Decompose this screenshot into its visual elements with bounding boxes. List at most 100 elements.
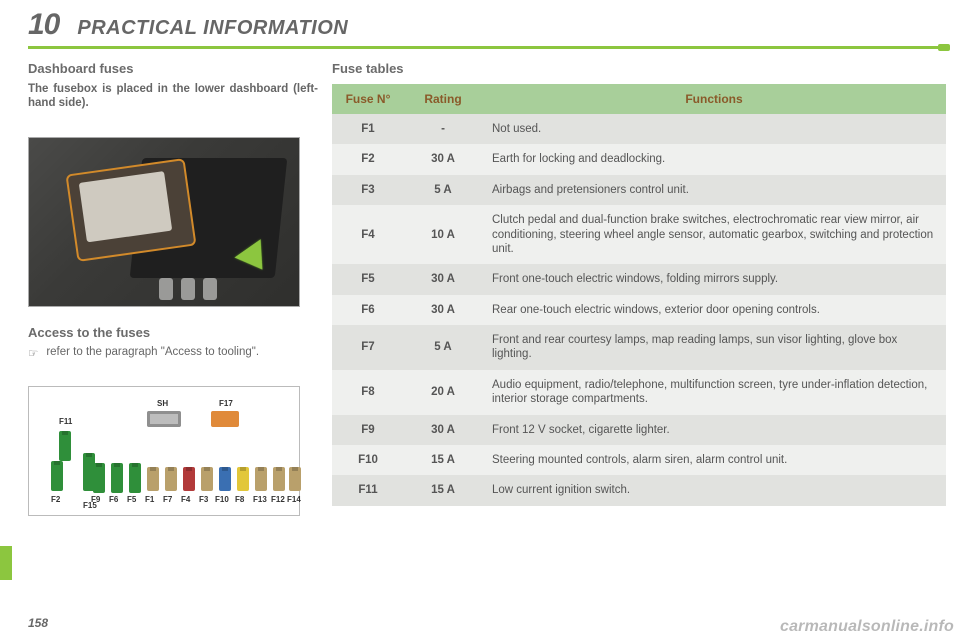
table-row: F530 AFront one-touch electric windows, … xyxy=(332,264,946,294)
diagram-fuse-f10 xyxy=(219,467,231,491)
watermark: carmanualsonline.info xyxy=(780,618,954,636)
diagram-label-f7: F7 xyxy=(163,495,172,504)
diagram-label-f4: F4 xyxy=(181,495,190,504)
diagram-fuse-f3 xyxy=(201,467,213,491)
diagram-fuse-f5 xyxy=(129,463,141,493)
cell-rating: 15 A xyxy=(404,445,482,475)
cell-functions: Front and rear courtesy lamps, map readi… xyxy=(482,325,946,370)
diagram-fuse-f14 xyxy=(289,467,301,491)
access-bullet: ☞ refer to the paragraph "Access to tool… xyxy=(28,346,318,360)
side-tab xyxy=(0,546,12,580)
cell-functions: Rear one-touch electric windows, exterio… xyxy=(482,295,946,325)
table-row: F630 ARear one-touch electric windows, e… xyxy=(332,295,946,325)
cell-rating: 30 A xyxy=(404,415,482,445)
diagram-fuse-f11 xyxy=(59,431,71,461)
page-body: Dashboard fuses The fusebox is placed in… xyxy=(0,49,960,516)
diagram-sh-box xyxy=(147,411,181,427)
diagram-label-f11: F11 xyxy=(59,417,72,426)
table-row: F930 AFront 12 V socket, cigarette light… xyxy=(332,415,946,445)
cell-functions: Low current ignition switch. xyxy=(482,475,946,505)
diagram-label-f5: F5 xyxy=(127,495,136,504)
diagram-label-f9: F9 xyxy=(91,495,100,504)
diagram-label-f3: F3 xyxy=(199,495,208,504)
diagram-fuse-f1 xyxy=(147,467,159,491)
diagram-label-f12: F12 xyxy=(271,495,285,504)
chapter-header: 10 PRACTICAL INFORMATION xyxy=(0,0,960,46)
left-column: Dashboard fuses The fusebox is placed in… xyxy=(28,61,318,516)
table-row: F75 AFront and rear courtesy lamps, map … xyxy=(332,325,946,370)
cell-rating: 5 A xyxy=(404,325,482,370)
fusebox-photo xyxy=(28,137,300,307)
cell-rating: 15 A xyxy=(404,475,482,505)
cell-functions: Front one-touch electric windows, foldin… xyxy=(482,264,946,294)
cell-rating: 30 A xyxy=(404,295,482,325)
cell-rating: 30 A xyxy=(404,264,482,294)
header-rule xyxy=(28,46,950,49)
dashboard-fuses-intro: The fusebox is placed in the lower dashb… xyxy=(28,82,318,111)
cell-fuse-n: F8 xyxy=(332,370,404,415)
cell-rating: 30 A xyxy=(404,144,482,174)
diagram-fuse-f9 xyxy=(93,463,105,493)
cell-fuse-n: F6 xyxy=(332,295,404,325)
cell-functions: Audio equipment, radio/telephone, multif… xyxy=(482,370,946,415)
fuse-tables-title: Fuse tables xyxy=(332,61,946,76)
diagram-label-sh: SH xyxy=(157,399,168,408)
table-row: F1015 ASteering mounted controls, alarm … xyxy=(332,445,946,475)
cell-fuse-n: F10 xyxy=(332,445,404,475)
cell-functions: Not used. xyxy=(482,114,946,144)
col-rating: Rating xyxy=(404,84,482,114)
table-row: F35 AAirbags and pretensioners control u… xyxy=(332,175,946,205)
page: 10 PRACTICAL INFORMATION Dashboard fuses… xyxy=(0,0,960,640)
diagram-fuse-f8 xyxy=(237,467,249,491)
diagram-fuse-f6 xyxy=(111,463,123,493)
fuse-table-header-row: Fuse N° Rating Functions xyxy=(332,84,946,114)
table-row: F410 AClutch pedal and dual-function bra… xyxy=(332,205,946,264)
dashboard-fuses-title: Dashboard fuses xyxy=(28,61,318,76)
table-row: F1-Not used. xyxy=(332,114,946,144)
chapter-number: 10 xyxy=(28,8,59,42)
fuse-diagram: SHF17F11F2F15F9F6F5F1F7F4F3F10F8F13F12F1… xyxy=(28,386,300,516)
table-row: F820 AAudio equipment, radio/telephone, … xyxy=(332,370,946,415)
cell-fuse-n: F3 xyxy=(332,175,404,205)
cell-fuse-n: F1 xyxy=(332,114,404,144)
diagram-label-f10: F10 xyxy=(215,495,229,504)
diagram-label-f1: F1 xyxy=(145,495,154,504)
cell-functions: Earth for locking and deadlocking. xyxy=(482,144,946,174)
cell-fuse-n: F7 xyxy=(332,325,404,370)
cell-functions: Steering mounted controls, alarm siren, … xyxy=(482,445,946,475)
col-functions: Functions xyxy=(482,84,946,114)
table-row: F230 AEarth for locking and deadlocking. xyxy=(332,144,946,174)
bullet-arrow-icon: ☞ xyxy=(28,346,38,360)
diagram-fuse-f4 xyxy=(183,467,195,491)
diagram-label-f2: F2 xyxy=(51,495,60,504)
diagram-fuse-f12 xyxy=(273,467,285,491)
diagram-fuse-f13 xyxy=(255,467,267,491)
cell-rating: 10 A xyxy=(404,205,482,264)
page-number: 158 xyxy=(28,616,48,630)
access-title: Access to the fuses xyxy=(28,325,318,340)
cell-rating: 20 A xyxy=(404,370,482,415)
photo-pedals xyxy=(159,270,239,300)
diagram-fuse-f2 xyxy=(51,461,63,491)
fuse-table-wrap: Fuse N° Rating Functions F1-Not used.F23… xyxy=(332,84,946,506)
diagram-fuse-f7 xyxy=(165,467,177,491)
cell-fuse-n: F11 xyxy=(332,475,404,505)
cell-fuse-n: F4 xyxy=(332,205,404,264)
fuse-table: Fuse N° Rating Functions F1-Not used.F23… xyxy=(332,84,946,506)
photo-flap xyxy=(65,158,196,262)
cell-fuse-n: F5 xyxy=(332,264,404,294)
chapter-title: PRACTICAL INFORMATION xyxy=(77,17,348,40)
cell-functions: Clutch pedal and dual-function brake swi… xyxy=(482,205,946,264)
col-fuse-n: Fuse N° xyxy=(332,84,404,114)
cell-rating: - xyxy=(404,114,482,144)
diagram-label-f13: F13 xyxy=(253,495,267,504)
cell-functions: Front 12 V socket, cigarette lighter. xyxy=(482,415,946,445)
cell-fuse-n: F2 xyxy=(332,144,404,174)
table-row: F1115 ALow current ignition switch. xyxy=(332,475,946,505)
cell-fuse-n: F9 xyxy=(332,415,404,445)
diagram-f17-box xyxy=(211,411,239,427)
diagram-label-f17: F17 xyxy=(219,399,233,408)
diagram-label-f14: F14 xyxy=(287,495,301,504)
cell-functions: Airbags and pretensioners control unit. xyxy=(482,175,946,205)
cell-rating: 5 A xyxy=(404,175,482,205)
